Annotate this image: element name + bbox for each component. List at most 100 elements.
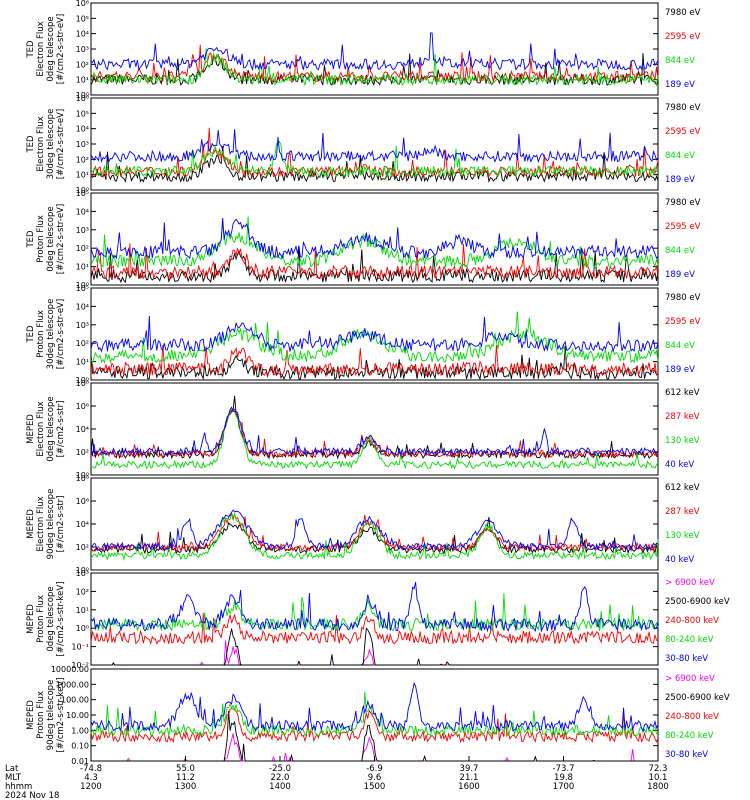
x-row-label: MLT xyxy=(5,773,22,783)
series-trace xyxy=(90,408,659,470)
y-axis-label-line: Proton Flux xyxy=(36,595,46,643)
x-tick-label: 1500 xyxy=(364,782,386,792)
y-tick-label: 10⁰ xyxy=(76,624,89,633)
y-axis-label-line: 30deg telescope xyxy=(46,109,56,180)
legend-entry: 844 eV xyxy=(665,151,695,161)
y-tick-label: 10⁵ xyxy=(76,284,89,293)
legend-entry: > 6900 keV xyxy=(665,674,715,684)
y-tick-label: 10⁸ xyxy=(76,379,89,388)
y-tick-label: 10¹ xyxy=(76,606,89,615)
legend-entry: 844 eV xyxy=(665,56,695,66)
y-tick-label: 10¹ xyxy=(76,358,89,367)
x-tick-label: 19.8 xyxy=(554,773,573,783)
y-tick-label: 0.10 xyxy=(71,742,89,751)
panel-meped-electron-0deg: 10⁰ 10² 10⁴ 10⁶ 10⁸ MEPEDElectron Flux0deg te… xyxy=(26,379,700,480)
series-trace xyxy=(90,408,659,459)
legend-entry: 612 keV xyxy=(665,483,700,493)
series-trace xyxy=(90,395,659,460)
series-trace xyxy=(90,48,659,87)
x-tick-label: -74.8 xyxy=(80,764,102,774)
y-tick-label: 10⁴ xyxy=(76,125,89,134)
legend-entry: 80-240 keV xyxy=(665,731,714,741)
y-axis-label-line: MEPED xyxy=(26,700,36,730)
series-trace xyxy=(90,217,659,260)
y-tick-label: 10¹ xyxy=(76,263,89,272)
legend-entry: 30-80 keV xyxy=(665,750,708,760)
panel-meped-proton-0deg: 10⁻² 10⁻¹ 10⁰ 10¹ 10² 10³ MEPEDProton Flux0deg… xyxy=(26,569,730,670)
legend-entry: 130 keV xyxy=(665,531,700,541)
legend-entry: 30-80 keV xyxy=(665,654,708,664)
legend-entry: 240-800 keV xyxy=(665,712,719,722)
y-tick-label: 10⁰ xyxy=(76,376,89,385)
x-row-label: hhmm xyxy=(5,782,32,792)
y-axis-label: TEDProton Flux30deg telescope[#/cm2-s-st… xyxy=(26,299,66,370)
y-tick-label: 10⁰ xyxy=(76,566,89,575)
legend-entry: 130 keV xyxy=(665,436,700,446)
y-tick-label: 10⁰ xyxy=(76,281,89,290)
x-tick-label: 1300 xyxy=(175,782,197,792)
y-axis-label-line: TED xyxy=(26,230,36,249)
y-tick-label: 10¹ xyxy=(76,171,89,180)
panel-meped-electron-90deg: 10⁰ 10² 10⁴ 10⁶ 10⁸ MEPEDElectron Flux90deg t… xyxy=(26,474,700,575)
series-trace xyxy=(90,612,659,645)
panel-frame xyxy=(90,382,659,476)
y-tick-label: 10² xyxy=(76,543,89,552)
panel-frame xyxy=(90,572,659,666)
y-tick-label: 10³ xyxy=(76,569,89,578)
series-trace xyxy=(90,582,659,633)
x-tick-label: -73.7 xyxy=(553,764,575,774)
y-tick-label: 10⁴ xyxy=(76,425,89,434)
y-tick-label: 10² xyxy=(76,448,89,457)
x-tick-label: 22.0 xyxy=(271,773,290,783)
y-axis-label-line: Electron Flux xyxy=(36,401,46,456)
y-axis-label-line: 90deg telescope xyxy=(46,489,56,560)
series-trace xyxy=(90,510,659,561)
series-trace xyxy=(90,517,659,555)
x-tick-label: 1600 xyxy=(458,782,480,792)
series-trace xyxy=(90,140,659,179)
y-axis-label: MEPEDElectron Flux90deg telescope[#/cm2-… xyxy=(26,489,66,560)
y-tick-label: 10⁰ xyxy=(76,186,89,195)
panel-ted-proton-0deg: 10⁰ 10¹ 10² 10³ 10⁴ 10⁵ TEDProton Flux0deg tel… xyxy=(26,189,701,290)
legend-entry: 2500-6900 keV xyxy=(665,693,730,703)
x-tick-label: -6.9 xyxy=(366,764,383,774)
y-tick-label: 10³ xyxy=(76,321,89,330)
series-trace xyxy=(90,406,659,457)
y-axis-label-line: 0deg telescope xyxy=(46,206,56,271)
panel-frame xyxy=(90,287,659,381)
x-tick-label: 10.1 xyxy=(649,773,668,783)
y-axis-label-line: 30deg telescope xyxy=(46,299,56,370)
panel-ted-proton-30deg: 10⁰ 10¹ 10² 10³ 10⁴ 10⁵ TEDProton Flux30deg te… xyxy=(26,284,701,385)
panel-ted-electron-30deg: 10⁰ 10¹ 10² 10³ 10⁴ 10⁵ 10⁶ TEDElectron Flux30d… xyxy=(26,94,701,195)
y-tick-label: 0.01 xyxy=(71,757,89,766)
x-tick-label: 9.6 xyxy=(368,773,382,783)
legend-entry: 189 eV xyxy=(665,365,695,375)
y-axis-label-line: [#/cm2-s-str-keV] xyxy=(56,582,66,657)
y-tick-label: 10⁴ xyxy=(76,520,89,529)
y-axis-label-line: 0deg telescope xyxy=(46,396,56,461)
series-trace xyxy=(90,32,659,72)
legend-entry: 7980 eV xyxy=(665,293,701,303)
legend-entry: 189 eV xyxy=(665,80,695,90)
x-tick-label: 1400 xyxy=(269,782,291,792)
y-axis-label-line: Electron Flux xyxy=(36,496,46,551)
legend-entry: 2595 eV xyxy=(665,317,701,327)
y-tick-label: 10² xyxy=(76,155,89,164)
y-tick-label: 10³ xyxy=(76,140,89,149)
y-axis-label-line: Proton Flux xyxy=(36,691,46,739)
y-axis-label: TEDElectron Flux0deg telescope[#/cm2-s-s… xyxy=(26,14,66,84)
legend-entry: 7980 eV xyxy=(665,8,701,18)
y-axis-label-line: [#/cm2-s-str-eV] xyxy=(56,109,66,179)
y-tick-label: 100.00 xyxy=(61,696,89,705)
y-axis-label: MEPEDProton Flux0deg telescope[#/cm2-s-s… xyxy=(26,582,66,657)
y-tick-label: 10² xyxy=(76,587,89,596)
y-tick-label: 10⁶ xyxy=(76,497,89,506)
legend-entry: 2595 eV xyxy=(665,32,701,42)
y-axis-label-line: [#/cm2-s-str] xyxy=(56,401,66,458)
panel-frame xyxy=(90,192,659,286)
y-tick-label: 1000.00 xyxy=(56,680,89,689)
y-tick-label: 10⁸ xyxy=(76,474,89,483)
y-tick-label: 10⁰ xyxy=(76,471,89,480)
y-tick-label: 10⁵ xyxy=(76,14,89,23)
x-tick-label: 21.1 xyxy=(460,773,479,783)
